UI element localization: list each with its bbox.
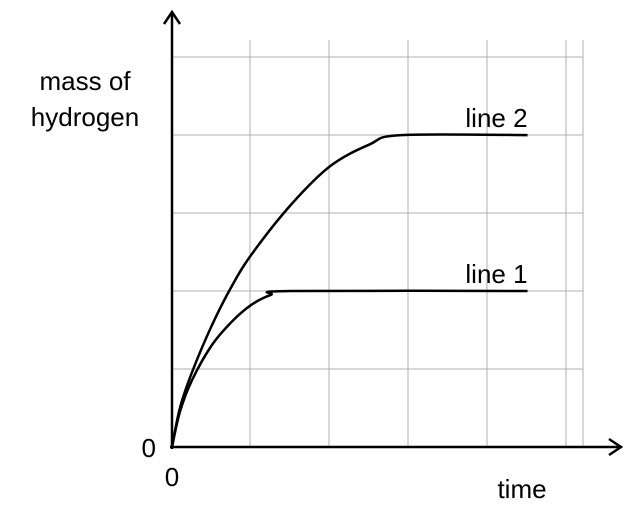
line-series [170,133,528,448]
y-tick-label: 0 [142,433,156,463]
y-axis-arrow [162,9,182,25]
axes [162,9,624,457]
line-series [170,289,528,448]
grid [172,40,584,447]
y-axis-label: hydrogen [31,102,139,132]
x-axis-arrow [608,437,624,457]
x-tick-label: 0 [165,462,179,492]
x-axis-label: time [497,474,546,504]
line-label: line 2 [465,103,527,133]
line-label: line 1 [465,259,527,289]
y-axis-label: mass of [39,66,131,96]
